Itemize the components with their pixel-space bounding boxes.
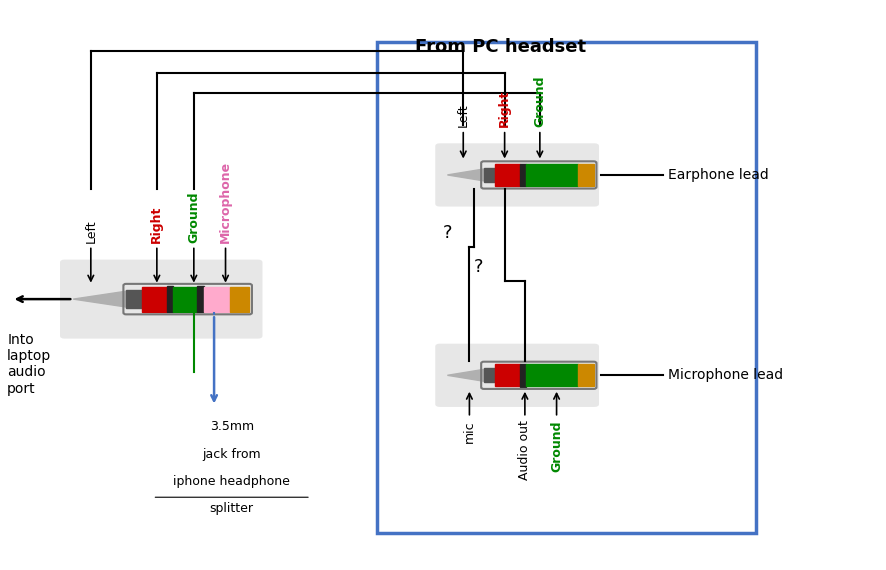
Bar <box>520 164 525 186</box>
Text: Left: Left <box>457 103 470 127</box>
Polygon shape <box>74 291 126 307</box>
Bar <box>579 164 594 186</box>
Text: Ground: Ground <box>550 421 563 472</box>
Bar <box>377 42 756 534</box>
Text: Ground: Ground <box>533 75 547 127</box>
Text: Microphone: Microphone <box>219 161 232 243</box>
Bar <box>579 364 594 386</box>
Bar <box>525 164 579 186</box>
FancyBboxPatch shape <box>435 344 599 407</box>
Text: Ground: Ground <box>187 191 200 243</box>
Bar <box>495 164 520 186</box>
Text: Audio out: Audio out <box>518 421 532 481</box>
Text: mic: mic <box>462 421 476 443</box>
Bar <box>167 286 173 312</box>
Text: jack from: jack from <box>202 447 261 461</box>
Bar <box>142 287 167 312</box>
Text: Microphone lead: Microphone lead <box>667 368 782 382</box>
FancyBboxPatch shape <box>435 143 599 206</box>
Text: Right: Right <box>151 205 163 243</box>
Text: ?: ? <box>474 258 484 276</box>
Bar <box>204 287 230 312</box>
Polygon shape <box>447 169 484 181</box>
Bar <box>173 287 198 312</box>
Text: 3.5mm: 3.5mm <box>210 421 253 433</box>
FancyBboxPatch shape <box>60 259 262 339</box>
Bar <box>230 287 249 312</box>
Bar <box>484 368 495 382</box>
Text: splitter: splitter <box>210 502 253 515</box>
Text: Left: Left <box>84 219 97 243</box>
Bar <box>520 364 525 386</box>
Bar <box>198 286 204 312</box>
Bar <box>126 290 142 308</box>
Polygon shape <box>447 369 484 381</box>
Text: From PC headset: From PC headset <box>415 38 586 56</box>
Bar <box>484 168 495 182</box>
Bar <box>495 364 520 386</box>
Text: Earphone lead: Earphone lead <box>667 168 768 182</box>
Text: Into
laptop
audio
port: Into laptop audio port <box>7 333 51 396</box>
Text: iphone headphone: iphone headphone <box>174 475 290 488</box>
Text: ?: ? <box>443 225 453 242</box>
Bar <box>525 364 579 386</box>
Text: Right: Right <box>498 89 511 127</box>
